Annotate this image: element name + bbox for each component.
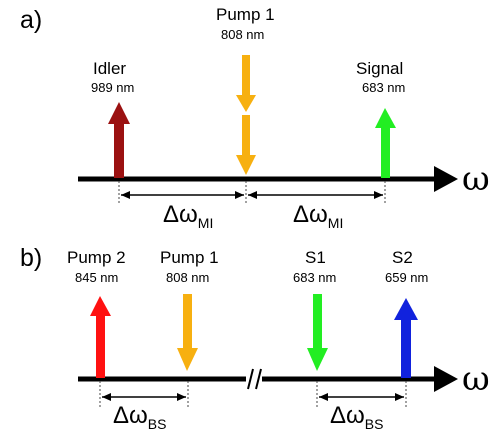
pump1-b-arrowhead (177, 348, 198, 371)
delta-mi-right-sub: MI (328, 215, 344, 231)
delta-bs-right-label: ΔωBS (330, 402, 383, 432)
pump1-beam-a: Pump 1 808 nm (216, 5, 275, 175)
delta-bs-left-main: Δω (113, 402, 148, 429)
s1-beam: S1 683 nm (293, 248, 336, 371)
s2-wavelength: 659 nm (385, 270, 428, 285)
idler-name: Idler (93, 59, 126, 78)
pump1-beam-b: Pump 1 808 nm (160, 248, 219, 371)
panel-a-axis-arrowhead (434, 166, 458, 192)
pump1-name-a: Pump 1 (216, 5, 275, 24)
idler-wavelength: 989 nm (91, 80, 134, 95)
delta-mi-left-head-r (235, 191, 244, 199)
delta-bs-left-head-l (102, 393, 111, 401)
pump2-name: Pump 2 (67, 248, 126, 267)
pump2-arrowhead (90, 296, 111, 316)
panel-b-label: b) (20, 244, 42, 272)
delta-mi-right-label: ΔωMI (293, 201, 343, 231)
delta-mi-left-label: ΔωMI (163, 201, 213, 231)
s2-name: S2 (392, 248, 413, 267)
panel-a: a) ω Idler 989 nm Pump 1 808 nm (20, 5, 490, 231)
signal-arrowhead (375, 108, 396, 128)
delta-mi-right-head-r (374, 191, 383, 199)
pump2-wavelength: 845 nm (75, 270, 118, 285)
pump1-name-b: Pump 1 (160, 248, 219, 267)
delta-mi-right-head-l (248, 191, 257, 199)
pump1-wavelength-b: 808 nm (166, 270, 209, 285)
pump2-beam: Pump 2 845 nm (67, 248, 126, 378)
pump1-b-arrow-shaft (183, 294, 192, 351)
panel-b-omega-symbol: ω (462, 359, 490, 399)
signal-wavelength: 683 nm (362, 80, 405, 95)
delta-bs-right-head-r (395, 393, 404, 401)
delta-bs-left: ΔωBS (102, 393, 186, 432)
delta-bs-right-sub: BS (365, 416, 384, 432)
idler-beam: Idler 989 nm (91, 59, 134, 178)
pump1-wavelength-a: 808 nm (221, 27, 264, 42)
s1-wavelength: 683 nm (293, 270, 336, 285)
idler-arrow-shaft (114, 120, 124, 178)
delta-bs-left-sub: BS (148, 416, 167, 432)
pump1-arrow-upper-shaft (242, 55, 250, 97)
pump2-arrow-shaft (96, 314, 105, 378)
idler-arrowhead (108, 102, 130, 124)
pump1-arrow-lower-head (236, 155, 256, 175)
s2-beam: S2 659 nm (385, 248, 428, 378)
signal-beam: Signal 683 nm (356, 59, 405, 178)
delta-bs-right-main: Δω (330, 402, 365, 429)
s1-arrow-shaft (313, 294, 322, 351)
panel-b: b) ω Pump 2 845 nm Pump 1 808 nm (20, 244, 490, 432)
s2-arrow-shaft (401, 317, 411, 378)
panel-a-label: a) (20, 6, 42, 34)
signal-arrow-shaft (381, 126, 390, 178)
pump1-arrow-upper-head (236, 95, 256, 112)
axis-break-mark-2 (255, 368, 262, 390)
pump1-arrow-lower-shaft (242, 115, 250, 157)
delta-mi-right: ΔωMI (248, 191, 383, 231)
delta-bs-right-head-l (319, 393, 328, 401)
delta-bs-left-label: ΔωBS (113, 402, 166, 432)
delta-mi-left-head-l (121, 191, 130, 199)
delta-mi-right-main: Δω (293, 201, 328, 228)
s2-arrowhead (394, 298, 418, 320)
delta-bs-left-head-r (177, 393, 186, 401)
delta-mi-left-main: Δω (163, 201, 198, 228)
panel-a-omega-symbol: ω (462, 159, 490, 199)
axis-break-mark-1 (247, 368, 254, 390)
signal-name: Signal (356, 59, 403, 78)
s1-name: S1 (305, 248, 326, 267)
delta-mi-left-sub: MI (198, 215, 214, 231)
delta-mi-left: ΔωMI (121, 191, 244, 231)
delta-bs-right: ΔωBS (319, 393, 404, 432)
panel-b-axis-arrowhead (434, 366, 458, 392)
s1-arrowhead (307, 348, 328, 371)
